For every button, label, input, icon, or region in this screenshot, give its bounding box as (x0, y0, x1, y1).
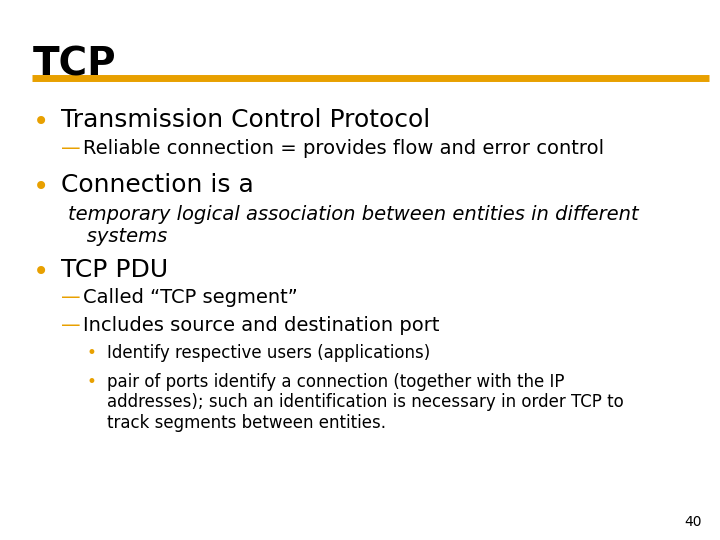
Text: Connection is a: Connection is a (61, 173, 254, 197)
Text: Called “TCP segment”: Called “TCP segment” (83, 288, 297, 307)
Text: Reliable connection = provides flow and error control: Reliable connection = provides flow and … (83, 139, 604, 158)
Text: pair of ports identify a connection (together with the IP: pair of ports identify a connection (tog… (107, 373, 564, 390)
Text: TCP: TCP (32, 46, 116, 84)
Text: •: • (32, 108, 49, 136)
Text: 40: 40 (685, 515, 702, 529)
Text: Identify respective users (applications): Identify respective users (applications) (107, 344, 430, 362)
Text: •: • (86, 344, 96, 362)
Text: temporary logical association between entities in different: temporary logical association between en… (68, 205, 639, 224)
Text: •: • (32, 258, 49, 286)
Text: Includes source and destination port: Includes source and destination port (83, 316, 439, 335)
Text: Transmission Control Protocol: Transmission Control Protocol (61, 108, 431, 132)
Text: —: — (61, 139, 81, 158)
Text: —: — (61, 288, 81, 307)
Text: —: — (61, 316, 81, 335)
Text: track segments between entities.: track segments between entities. (107, 414, 386, 431)
Text: addresses); such an identification is necessary in order TCP to: addresses); such an identification is ne… (107, 393, 624, 411)
Text: •: • (86, 373, 96, 390)
Text: TCP PDU: TCP PDU (61, 258, 168, 282)
Text: •: • (32, 173, 49, 201)
Text: systems: systems (68, 227, 168, 246)
